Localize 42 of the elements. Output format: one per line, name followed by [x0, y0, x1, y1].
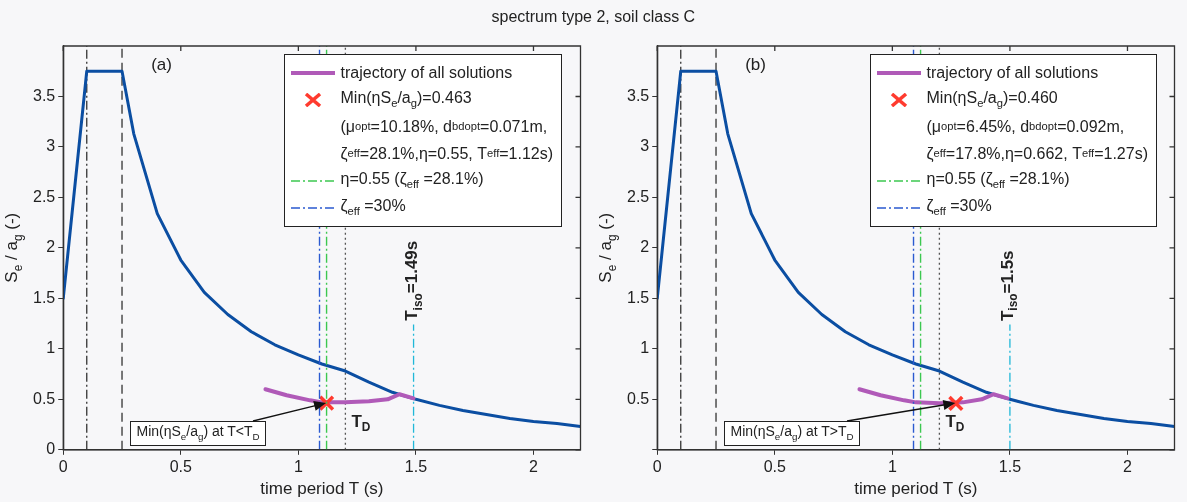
x-tick-label: 0.5 — [763, 457, 787, 475]
legend-label: trajectory of all solutions — [926, 63, 1099, 82]
x-tick-label: 2 — [529, 457, 539, 475]
x-tick-label: 2 — [1123, 457, 1133, 475]
y-tick-label: 1.5 — [32, 288, 56, 306]
x-tick-label: 1.5 — [998, 457, 1022, 475]
x-tick-label: 0 — [58, 457, 68, 475]
y-tick-label: 3 — [640, 137, 650, 155]
y-tick-label: 2.5 — [626, 187, 650, 205]
y-tick-label: 0.5 — [32, 389, 56, 407]
y-tick-label: 0.5 — [626, 389, 650, 407]
y-tick-label: 2 — [640, 238, 650, 256]
y-tick-label: 1 — [46, 339, 56, 357]
annotation: (a) — [151, 55, 172, 75]
legend-label: η=0.55 (ζ$_{eff}$ =28.1%) — [926, 170, 1070, 191]
ref-line-label: T$_{D}$ — [945, 411, 965, 435]
y-tick-label: 2.5 — [32, 187, 56, 205]
annotation: Min(ηS$_{e}$/a$_{g}$) at T>T$_{D}$ — [724, 421, 860, 446]
x-tick-label: 0.5 — [169, 457, 193, 475]
y-tick-label: 3.5 — [32, 86, 56, 104]
y-tick-label: 3.5 — [626, 86, 650, 104]
y-tick-label: 0 — [46, 440, 56, 458]
legend-label: Min(ηS$_{e}$/a$_{g}$)=0.460 — [926, 89, 1058, 110]
legend-label: Min(ηS$_{e}$/a$_{g}$)=0.463 — [340, 89, 472, 110]
chart-title: spectrum type 2, soil class C — [491, 8, 696, 26]
ref-line-label: T$_{D}$ — [351, 411, 371, 435]
legend-label: η=0.55 (ζ$_{eff}$ =28.1%) — [340, 170, 484, 191]
x-tick-label: 1.5 — [404, 457, 428, 475]
x-tick-label: 1 — [887, 457, 897, 475]
x-axis-title: time period T (s) — [854, 479, 978, 499]
x-axis-title: time period T (s) — [260, 479, 384, 499]
y-tick-label: 2 — [46, 238, 56, 256]
legend-label: trajectory of all solutions — [340, 63, 513, 82]
legend-label: ζ$_{eff}$ =30% — [926, 197, 992, 218]
y-tick-label: 3 — [46, 137, 56, 155]
annotation: Min(ηS$_{e}$/a$_{g}$) at T<T$_{D}$ — [130, 421, 266, 446]
y-tick-label: 1.5 — [626, 288, 650, 306]
annotation: (b) — [745, 55, 766, 75]
x-tick-label: 1 — [293, 457, 303, 475]
legend-label: ζ$_{eff}$ =30% — [340, 197, 406, 218]
y-tick-label: 1 — [640, 339, 650, 357]
x-tick-label: 0 — [652, 457, 662, 475]
